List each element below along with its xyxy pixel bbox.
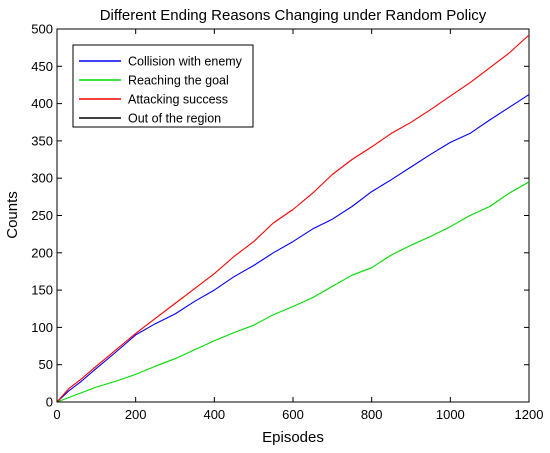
legend-box — [72, 44, 254, 128]
y-tick-label: 250 — [31, 208, 53, 223]
x-tick-label: 400 — [203, 407, 225, 422]
legend-label: Reaching the goal — [128, 74, 229, 88]
y-tick-label: 200 — [31, 245, 53, 260]
series-line-reaching-the-goal — [56, 181, 530, 403]
y-tick-label: 350 — [31, 133, 53, 148]
x-tick-label: 0 — [53, 407, 60, 422]
series-layer — [56, 34, 530, 403]
y-axis-title: Counts — [4, 191, 21, 239]
tick-layer: 0 200 400 600 800 1000 1200 0 50 100 150 200 250 300 3… — [31, 22, 543, 423]
x-tick-label: 1000 — [436, 407, 465, 422]
y-tick-label: 0 — [46, 395, 53, 410]
y-tick-label: 100 — [31, 320, 53, 335]
legend-label: Out of the region — [128, 112, 221, 126]
chart-title: Different Ending Reasons Changing under … — [100, 7, 487, 24]
x-axis-title: Episodes — [262, 429, 324, 446]
series-line-collision-with-enemy — [56, 94, 530, 403]
x-tick-label: 1200 — [515, 407, 544, 422]
y-tick-label: 150 — [31, 283, 53, 298]
y-tick-label: 450 — [31, 59, 53, 74]
x-tick-label: 800 — [361, 407, 383, 422]
y-tick-label: 50 — [39, 357, 53, 372]
legend-label: Attacking success — [128, 93, 228, 107]
y-tick-label: 400 — [31, 96, 53, 111]
y-tick-label: 300 — [31, 171, 53, 186]
x-tick-label: 600 — [282, 407, 304, 422]
y-tick-label: 500 — [31, 22, 53, 37]
legend: Collision with enemy Reaching the goal Att… — [72, 44, 254, 128]
legend-label: Collision with enemy — [128, 55, 243, 69]
series-line-attacking-success — [56, 34, 530, 403]
x-tick-label: 200 — [125, 407, 147, 422]
